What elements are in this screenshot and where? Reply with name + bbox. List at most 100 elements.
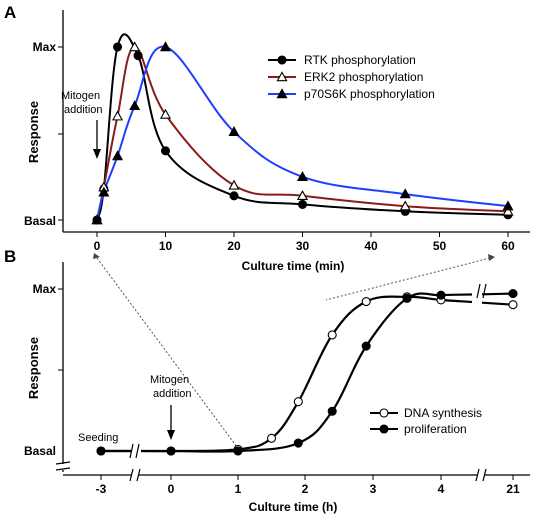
panel-b-data-point <box>96 446 106 456</box>
panel-a-xticks: 0 10 20 30 40 50 60 <box>94 232 515 253</box>
panel-b-xtick-label: 2 <box>302 482 309 496</box>
panel-b-label: B <box>4 247 16 266</box>
panel-a-ylabel: Response <box>26 101 41 163</box>
panel-a-data-point <box>502 200 514 211</box>
panel-b-data-point <box>266 433 277 443</box>
guide-arrowhead-left <box>93 253 100 259</box>
panel-a-data-point <box>159 41 172 52</box>
panel-a-label: A <box>4 3 16 22</box>
panel-a-xtick-label: 60 <box>501 239 515 253</box>
panel-a-data-point <box>133 51 143 61</box>
panel-a-data-point <box>129 100 141 111</box>
panel-a-data-point <box>91 214 103 225</box>
panel-a-data-point <box>399 188 411 199</box>
panel-a-data-point <box>297 199 308 209</box>
panel-b-line-break-right <box>482 283 487 299</box>
panel-b-data-point <box>508 289 518 299</box>
panel-b-xticks: -3 0 1 2 3 4 21 <box>96 475 520 496</box>
panel-b-annotation-arrowhead <box>167 430 175 440</box>
panel-b-data-point <box>233 446 243 456</box>
panel-b-data-point <box>293 397 303 407</box>
guide-line-right <box>325 257 491 301</box>
panel-b-x-axis-break-right <box>475 468 487 482</box>
panel-b-xtick-label: 21 <box>506 482 520 496</box>
panel-b-annotation-mitogen-line2: addition <box>153 388 192 400</box>
panel-a-annotation-arrowhead <box>93 149 101 159</box>
panel-b-data-point <box>436 290 446 300</box>
guide-line-left <box>96 257 238 448</box>
panel-b-ytick-max: Max <box>33 282 57 296</box>
panel-b-legend-marker <box>379 408 389 418</box>
panel-a-xlabel: Culture time (min) <box>242 259 345 273</box>
panel-a: A Max Basal Response Culture time (min) … <box>4 3 530 273</box>
panel-b-line-break-left <box>135 443 140 459</box>
panel-a-data-point <box>296 171 309 181</box>
panel-a-legend-marker <box>276 88 288 99</box>
panel-a-data-point <box>399 200 411 211</box>
panel-a-data-point <box>98 186 110 197</box>
panel-a-legend-label: RTK phosphorylation <box>304 53 416 67</box>
panel-b-series-line <box>481 292 514 296</box>
panel-a-data-point <box>112 110 124 121</box>
panel-b-y-axis-break <box>55 461 71 471</box>
panel-a-xtick-label: 0 <box>94 239 101 253</box>
panel-b-x-axis-break-left <box>129 468 141 482</box>
panel-a-series-line <box>96 45 509 221</box>
panel-a-data-point <box>159 108 172 119</box>
panel-a-data-point <box>228 179 240 190</box>
panel-b-xtick-label: -3 <box>96 482 107 496</box>
panel-a-legend-marker <box>277 55 287 65</box>
panel-a-series-line <box>96 45 509 221</box>
panel-b-legend-label: DNA synthesis <box>404 406 482 420</box>
panel-b-annotation-mitogen-line1: Mitogen <box>150 374 189 386</box>
panel-a-data-point <box>129 41 141 52</box>
panel-b-data-point <box>508 300 518 310</box>
panel-b-xtick-label: 1 <box>235 482 242 496</box>
panel-a-ytick-basal: Basal <box>24 214 56 228</box>
panel-b-ytick-basal: Basal <box>24 444 56 458</box>
panel-b-data-point <box>327 330 337 340</box>
panel-b-series-line <box>481 301 514 306</box>
panel-b-xtick-label: 0 <box>168 482 175 496</box>
panel-a-xtick-label: 20 <box>227 239 241 253</box>
panel-b: B Max Basal Response Culture time (h) Se… <box>4 247 530 514</box>
panel-b-data-point <box>361 341 371 351</box>
panel-a-markers <box>91 41 514 225</box>
panel-b-line-break-right <box>476 283 481 299</box>
panel-a-annotation-line2: addition <box>64 104 103 116</box>
panel-b-data-point <box>293 438 303 448</box>
panel-a-data-point <box>502 205 514 216</box>
panel-a-xtick-label: 30 <box>296 239 310 253</box>
panel-a-xtick-label: 10 <box>159 239 173 253</box>
panel-a-ytick-max: Max <box>33 40 57 54</box>
panel-b-legend: DNA synthesis proliferation <box>370 406 482 436</box>
panel-b-xlabel: Culture time (h) <box>249 500 338 514</box>
panel-b-data-point <box>361 296 371 307</box>
panel-b-data-point <box>327 406 337 416</box>
panel-a-legend: RTK phosphorylation ERK2 phosphorylation p… <box>268 53 435 101</box>
panel-b-legend-label: proliferation <box>404 422 467 436</box>
panel-a-legend-label: ERK2 phosphorylation <box>304 70 423 84</box>
panel-b-markers <box>96 289 518 456</box>
panel-a-data-point <box>112 150 124 161</box>
panel-a-data-point <box>229 191 239 201</box>
panel-b-legend-marker <box>379 424 389 434</box>
panel-a-legend-marker <box>276 71 288 82</box>
panel-a-xtick-label: 50 <box>433 239 447 253</box>
panel-a-data-point <box>160 146 171 156</box>
guide-arrowhead-right <box>488 254 495 261</box>
panel-a-data-point <box>113 42 123 52</box>
panel-b-xtick-label: 3 <box>370 482 377 496</box>
panel-b-annotation-seeding: Seeding <box>78 432 118 444</box>
panel-b-ylabel: Response <box>26 337 41 399</box>
panel-b-data-point <box>402 293 412 303</box>
panel-a-annotation-line1: Mitogen <box>61 90 100 102</box>
panel-b-xtick-label: 4 <box>438 482 445 496</box>
panel-a-data-point <box>296 190 309 201</box>
panel-a-legend-label: p70S6K phosphorylation <box>304 87 435 101</box>
panel-b-line-break-left <box>129 443 134 459</box>
panel-a-xtick-label: 40 <box>364 239 378 253</box>
panel-a-data-point <box>228 126 240 136</box>
panel-b-data-point <box>166 446 176 456</box>
